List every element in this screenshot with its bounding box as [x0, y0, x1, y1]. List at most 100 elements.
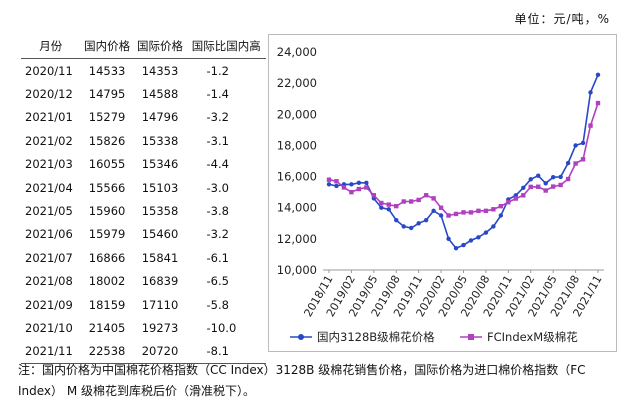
- table-row: 2021/09 18159 17110 -5.8: [21, 293, 266, 316]
- data-point: [521, 185, 526, 190]
- series-line-1: [328, 74, 599, 250]
- header-domestic-price: 国内价格: [80, 33, 134, 59]
- data-point: [438, 213, 444, 218]
- data-point: [371, 193, 377, 198]
- table-row: 2021/01 15279 14796 -3.2: [21, 106, 266, 129]
- data-point: [394, 203, 399, 209]
- data-point: [513, 196, 519, 201]
- data-point: [483, 230, 489, 235]
- data-point: [446, 213, 451, 218]
- data-point: [334, 179, 339, 184]
- data-point: [431, 196, 436, 201]
- y-tick-label: 20,000: [277, 107, 317, 121]
- y-tick-label: 12,000: [277, 232, 317, 246]
- cell-international-price: 15103: [141, 180, 179, 195]
- table-row: 2021/02 15826 15338 -3.1: [21, 129, 266, 152]
- data-point: [483, 208, 489, 214]
- cell-international-price: 17110: [141, 297, 179, 312]
- cell-domestic-price: 15979: [88, 227, 126, 242]
- data-point: [558, 174, 563, 180]
- y-tick-label: 16,000: [277, 170, 317, 184]
- cell-difference: -8.1: [186, 339, 266, 365]
- cell-difference: -1.4: [206, 87, 229, 102]
- cell-difference: -6.5: [206, 274, 229, 289]
- cell-difference: -3.1: [206, 133, 229, 148]
- cell-domestic-price: 22538: [80, 339, 134, 365]
- data-point: [468, 238, 474, 243]
- cell-month: 2021/04: [25, 180, 73, 195]
- cell-domestic-price: 15960: [88, 204, 126, 219]
- data-point: [476, 208, 481, 214]
- cell-international-price: 15460: [141, 227, 179, 242]
- table-row: 2021/10 21405 19273 -10.0: [21, 316, 266, 339]
- cell-domestic-price: 18002: [88, 274, 126, 289]
- table-body: 2020/11 14533 14353 -1.2 2020/12 14795 14588 -1…: [21, 59, 266, 365]
- cell-difference: -6.1: [206, 250, 229, 265]
- table-row: 2020/12 14795 14588 -1.4: [21, 82, 266, 105]
- data-point: [550, 184, 556, 189]
- cell-international-price: 14796: [141, 110, 179, 125]
- cell-difference: -3.2: [206, 227, 229, 242]
- cell-international-price: 20720: [133, 339, 187, 365]
- data-point: [326, 182, 332, 187]
- y-tick-label: 18,000: [277, 138, 317, 152]
- y-tick-label: 14,000: [277, 201, 317, 215]
- footnote: 注：国内价格为中国棉花价格指数（CC Index）3128B 级棉花销售价格，国…: [18, 363, 586, 398]
- data-point: [349, 189, 354, 195]
- data-point: [595, 100, 601, 106]
- table-row: 2021/11 22538 20720 -8.1: [21, 339, 266, 365]
- data-point: [498, 203, 504, 209]
- cell-international-price: 15346: [141, 157, 179, 172]
- y-tick-label: 22,000: [277, 76, 317, 90]
- table-header-row: 月份 国内价格 国际价格 国际比国内高: [21, 33, 266, 59]
- cell-month: 2021/09: [25, 297, 73, 312]
- data-point: [580, 140, 586, 146]
- data-point: [431, 208, 436, 214]
- cell-international-price: 15841: [141, 250, 179, 265]
- data-point: [364, 185, 369, 190]
- data-point: [550, 174, 556, 180]
- cell-domestic-price: 18159: [88, 297, 126, 312]
- cell-difference: -10.0: [206, 320, 237, 335]
- y-tick-label: 10,000: [277, 263, 317, 277]
- data-point: [476, 235, 481, 240]
- y-tick-label: 24,000: [277, 45, 317, 59]
- data-point: [438, 205, 444, 210]
- data-point: [423, 217, 429, 223]
- data-point: [588, 90, 593, 95]
- data-point: [506, 200, 511, 205]
- data-point: [521, 193, 526, 198]
- data-point: [543, 181, 548, 186]
- data-point: [461, 242, 466, 248]
- cell-month: 2021/07: [25, 250, 73, 265]
- data-point: [453, 246, 459, 251]
- data-point: [580, 157, 586, 162]
- legend-marker: [468, 334, 474, 340]
- data-point: [416, 197, 421, 203]
- cell-difference: -4.4: [206, 157, 229, 172]
- cell-domestic-price: 15566: [88, 180, 126, 195]
- chart-frame: [268, 34, 617, 352]
- series-line-2: [328, 102, 599, 217]
- data-point: [446, 236, 451, 242]
- cell-month: 2021/05: [25, 204, 73, 219]
- data-point: [334, 183, 339, 189]
- data-point: [595, 72, 601, 77]
- data-point: [416, 221, 421, 226]
- cell-domestic-price: 15826: [88, 133, 126, 148]
- cell-month: 2020/11: [25, 63, 73, 78]
- cell-difference: -5.8: [206, 297, 229, 312]
- cell-international-price: 15338: [141, 133, 179, 148]
- cell-difference: -3.8: [206, 204, 229, 219]
- table-row: 2021/07 16866 15841 -6.1: [21, 246, 266, 269]
- table-row: 2021/05 15960 15358 -3.8: [21, 199, 266, 222]
- cell-difference: -3.0: [206, 180, 229, 195]
- cell-month: 2021/03: [25, 157, 73, 172]
- data-point: [349, 182, 354, 187]
- table-row: 2021/06 15979 15460 -3.2: [21, 223, 266, 246]
- cell-month: 2021/11: [21, 339, 81, 365]
- data-point: [356, 180, 362, 185]
- data-point: [379, 205, 384, 210]
- data-point: [573, 143, 578, 148]
- cell-domestic-price: 14533: [88, 63, 126, 78]
